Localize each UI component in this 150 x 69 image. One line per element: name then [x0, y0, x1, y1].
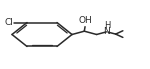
Text: N: N — [104, 27, 110, 36]
Text: Cl: Cl — [5, 18, 14, 27]
Text: H: H — [104, 21, 110, 30]
Text: OH: OH — [78, 16, 92, 25]
